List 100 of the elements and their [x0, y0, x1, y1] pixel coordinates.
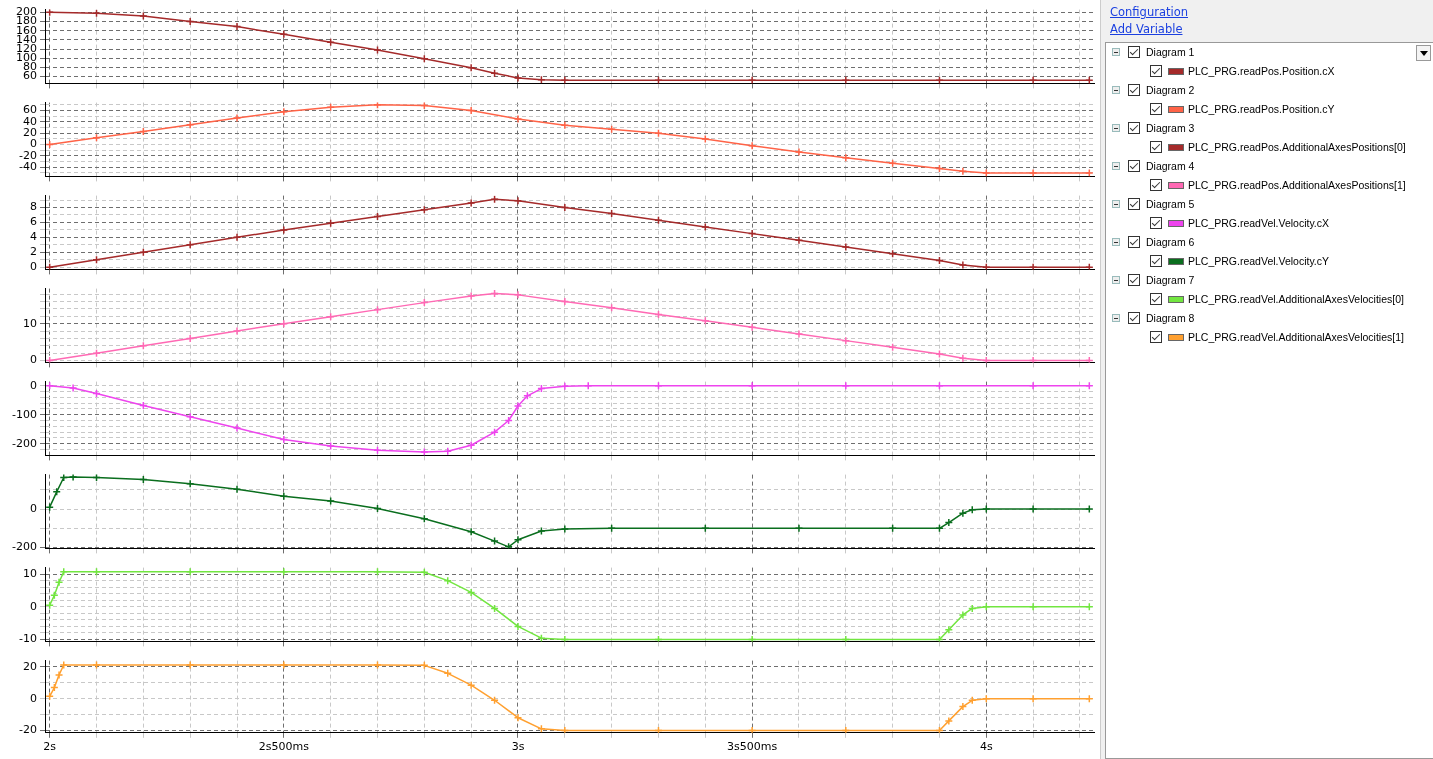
point [537, 526, 546, 536]
point [54, 670, 64, 680]
point [794, 329, 804, 339]
point [982, 504, 991, 514]
y-tick-label: 0 [30, 501, 37, 515]
point [967, 505, 977, 514]
point [1028, 75, 1038, 84]
text: PLC_PRG.readPos.AdditionalAxesPositions[0] [1188, 140, 1406, 155]
point [185, 120, 195, 129]
point [935, 75, 944, 84]
point [560, 203, 570, 212]
y-tick-label: -100 [12, 407, 37, 421]
point [54, 578, 64, 587]
point [654, 215, 663, 225]
point [139, 341, 148, 351]
point [841, 726, 851, 733]
point [982, 262, 991, 270]
point [935, 349, 944, 359]
point [537, 633, 546, 642]
point [747, 141, 757, 150]
point [794, 147, 804, 157]
legend-title: Diagram 1 [1146, 45, 1195, 60]
point [560, 635, 570, 642]
point [59, 660, 68, 670]
point [326, 102, 335, 112]
y-tick-label: 0 [30, 599, 37, 613]
point [841, 75, 851, 84]
point [326, 441, 335, 451]
point [279, 435, 289, 444]
point [279, 319, 289, 328]
point [747, 635, 757, 642]
point [982, 602, 991, 612]
point [513, 713, 523, 722]
point [560, 75, 570, 84]
legend-label: PLC_PRG.readVel.AdditionalAxesVelocities[0] [1188, 292, 1404, 307]
point [958, 260, 968, 270]
point [185, 567, 195, 577]
point [583, 381, 593, 390]
point [654, 75, 663, 84]
text: Add Variable [1110, 21, 1184, 38]
point [466, 440, 476, 450]
point [513, 114, 523, 124]
y-tick-label: 0 [30, 691, 37, 705]
point [958, 508, 968, 518]
point [944, 625, 954, 634]
y-tick-label: 40 [23, 114, 37, 128]
point [373, 445, 382, 455]
point [326, 218, 335, 228]
y-tick-label: 60 [23, 103, 37, 117]
point [841, 242, 851, 252]
point [279, 107, 289, 116]
point [279, 492, 289, 501]
point [373, 102, 382, 110]
point [279, 567, 289, 577]
point [1028, 504, 1038, 514]
point [958, 354, 968, 363]
y-tick-label: -40 [19, 160, 37, 174]
point [560, 524, 570, 534]
point [523, 391, 532, 401]
point [944, 518, 954, 527]
legend-title: Diagram 6 [1146, 235, 1195, 250]
point [560, 726, 570, 733]
point [420, 447, 429, 456]
point [279, 225, 289, 235]
point [466, 527, 476, 536]
point [185, 412, 195, 422]
point [513, 290, 523, 300]
point [466, 198, 476, 208]
x-tick-label: 2s [43, 740, 57, 754]
point [185, 660, 195, 670]
point [466, 63, 476, 73]
x-tick-label: 4s [979, 740, 993, 754]
point [92, 348, 101, 358]
y-tick-label: 4 [30, 230, 37, 244]
point [232, 326, 242, 336]
point [841, 381, 851, 390]
x-tick-label: 2s500ms [258, 740, 310, 754]
y-tick-label: 0 [30, 260, 37, 274]
point [944, 716, 954, 726]
y-tick-label: 2 [30, 245, 37, 259]
point [513, 535, 523, 545]
point [958, 610, 968, 620]
point [1028, 356, 1038, 363]
point [420, 567, 429, 577]
point [59, 567, 68, 577]
point [185, 334, 195, 343]
point [537, 724, 546, 733]
point [747, 726, 757, 733]
point [982, 168, 991, 177]
point [92, 133, 101, 143]
point [373, 660, 382, 670]
y-tick-label: 10 [23, 566, 37, 580]
legend-title: Diagram 3 [1146, 121, 1195, 136]
point [841, 153, 851, 162]
point [373, 567, 382, 577]
legend-title: Diagram 7 [1146, 273, 1195, 288]
legend-label: PLC_PRG.readVel.Velocity.cX [1188, 216, 1330, 231]
point [68, 474, 78, 482]
legend-title: Diagram 2 [1146, 83, 1195, 98]
y-tick-label: 0 [30, 378, 37, 392]
